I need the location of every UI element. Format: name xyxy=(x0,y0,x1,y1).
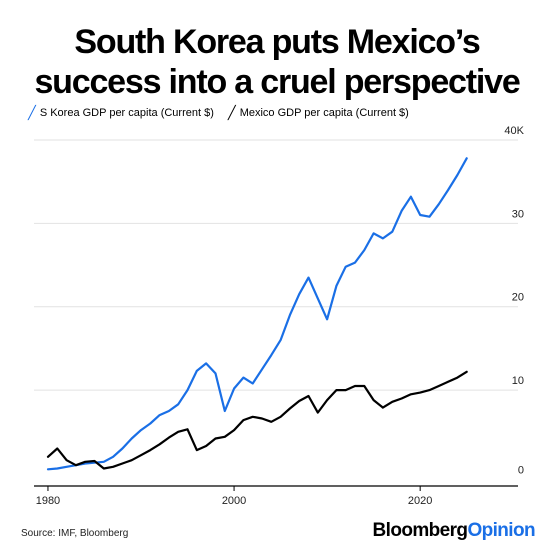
legend-item-mexico: ╱ Mexico GDP per capita (Current $) xyxy=(228,106,409,120)
x-tick-label-2020: 2020 xyxy=(408,495,432,507)
legend-item-s-korea: ╱ S Korea GDP per capita (Current $) xyxy=(28,106,214,120)
title-line-2: success into a cruel perspective xyxy=(34,63,520,101)
legend-swatch-mexico: ╱ xyxy=(227,105,236,120)
x-tick-label-1980: 1980 xyxy=(36,495,60,507)
y-tick-label-40: 40K xyxy=(504,125,524,137)
series-line-s-korea xyxy=(46,157,468,471)
x-tick-label-2000: 2000 xyxy=(222,495,246,507)
chart-title: South Korea puts Mexico’s success into a… xyxy=(0,22,554,102)
y-tick-label-10: 10 xyxy=(512,375,524,387)
series-line-mexico xyxy=(46,370,468,470)
y-tick-label-20: 20 xyxy=(512,292,524,304)
y-tick-label-0: 0 xyxy=(518,464,524,476)
brand-bloomberg: Bloomberg xyxy=(372,520,468,541)
brand-opinion: Opinion xyxy=(467,520,535,541)
title-line-1: South Korea puts Mexico’s xyxy=(74,23,480,61)
line-chart: 0 10 20 30 40K 1980 2000 2020 xyxy=(34,125,525,507)
legend: ╱ S Korea GDP per capita (Current $) ╱ M… xyxy=(28,106,409,120)
legend-label-s-korea: S Korea GDP per capita (Current $) xyxy=(39,107,214,119)
bloomberg-opinion-logo: BloombergOpinion xyxy=(372,520,536,542)
source-note: Source: IMF, Bloomberg xyxy=(21,528,129,539)
y-tick-label-30: 30 xyxy=(512,208,524,220)
legend-label-mexico: Mexico GDP per capita (Current $) xyxy=(239,107,409,119)
legend-swatch-s-korea: ╱ xyxy=(28,105,36,120)
